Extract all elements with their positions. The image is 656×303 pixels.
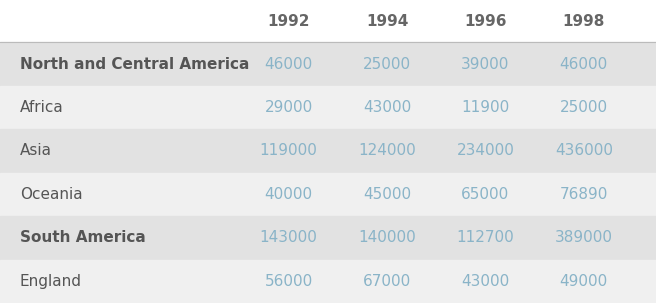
Text: Oceania: Oceania — [20, 187, 82, 202]
Text: 25000: 25000 — [560, 100, 608, 115]
Text: 46000: 46000 — [264, 57, 313, 72]
Text: 46000: 46000 — [560, 57, 608, 72]
Text: 119000: 119000 — [260, 144, 318, 158]
Bar — [0, 42, 656, 86]
Text: 43000: 43000 — [461, 274, 510, 289]
Text: 1996: 1996 — [464, 14, 506, 29]
Text: 39000: 39000 — [461, 57, 510, 72]
Text: 25000: 25000 — [363, 57, 411, 72]
Bar — [0, 173, 656, 216]
Text: England: England — [20, 274, 82, 289]
Text: 140000: 140000 — [358, 230, 416, 245]
Text: 11900: 11900 — [461, 100, 510, 115]
Bar — [0, 216, 656, 260]
Text: 45000: 45000 — [363, 187, 411, 202]
Text: 65000: 65000 — [461, 187, 510, 202]
Text: 143000: 143000 — [260, 230, 318, 245]
Text: 389000: 389000 — [555, 230, 613, 245]
Text: 234000: 234000 — [457, 144, 514, 158]
Bar — [0, 260, 656, 303]
Text: 1994: 1994 — [366, 14, 408, 29]
Text: 56000: 56000 — [264, 274, 313, 289]
Text: 1998: 1998 — [563, 14, 605, 29]
Bar — [0, 86, 656, 129]
Text: 67000: 67000 — [363, 274, 411, 289]
Text: 43000: 43000 — [363, 100, 411, 115]
Text: Africa: Africa — [20, 100, 64, 115]
Text: 436000: 436000 — [555, 144, 613, 158]
Text: 1992: 1992 — [268, 14, 310, 29]
Text: 49000: 49000 — [560, 274, 608, 289]
Text: 40000: 40000 — [264, 187, 313, 202]
Text: 29000: 29000 — [264, 100, 313, 115]
Text: 112700: 112700 — [457, 230, 514, 245]
Bar — [0, 0, 656, 42]
Text: Asia: Asia — [20, 144, 52, 158]
Bar — [0, 129, 656, 173]
Text: 76890: 76890 — [560, 187, 608, 202]
Text: 124000: 124000 — [358, 144, 416, 158]
Text: North and Central America: North and Central America — [20, 57, 249, 72]
Text: South America: South America — [20, 230, 146, 245]
